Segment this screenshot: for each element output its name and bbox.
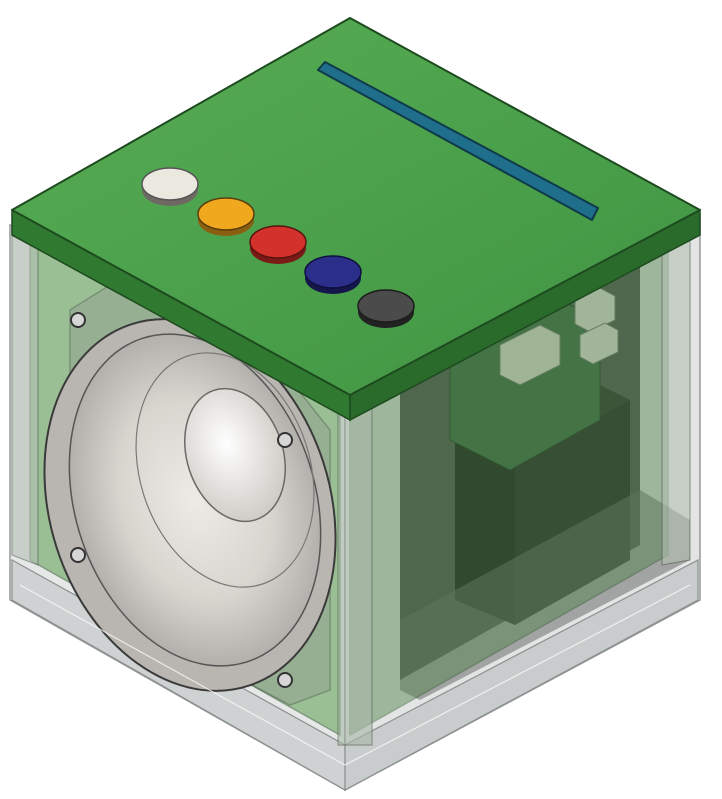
screw-icon: [70, 547, 86, 563]
left-corner-post: [11, 214, 39, 566]
top-panel: [11, 17, 701, 422]
connector-block: [499, 324, 561, 386]
white-button[interactable]: [141, 167, 199, 206]
yellow-button[interactable]: [197, 197, 255, 236]
speaker-cone-inner: [135, 352, 315, 588]
corner-post: [337, 399, 373, 746]
speaker-driver: [43, 284, 337, 706]
right-corner-post: [661, 231, 691, 566]
blue-button[interactable]: [304, 255, 362, 294]
interior-bottom-plate: [400, 490, 690, 700]
shell-bottom-rim-right: [344, 559, 699, 792]
screw-icon: [277, 432, 293, 448]
screw-icon: [277, 672, 293, 688]
screw-icon: [70, 312, 86, 328]
red-button[interactable]: [249, 225, 307, 264]
card-slot: [317, 61, 599, 221]
interior-electronics: [400, 142, 690, 700]
control-buttons: [141, 167, 415, 328]
gray-button[interactable]: [357, 289, 415, 328]
connector-block-3: [579, 322, 619, 365]
shell-highlights: [19, 584, 691, 766]
top-panel-surface: [11, 17, 701, 396]
